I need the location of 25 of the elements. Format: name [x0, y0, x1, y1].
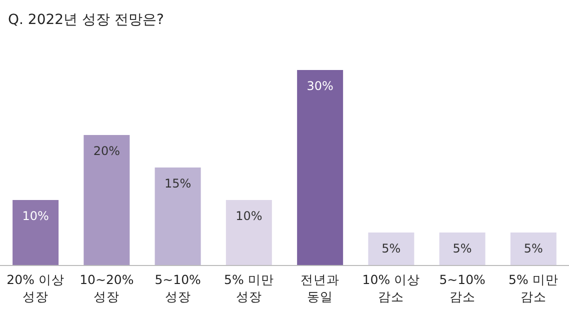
bar — [297, 70, 344, 265]
data-label: 5% — [524, 242, 543, 256]
data-label: 10% — [236, 209, 262, 223]
data-label: 20% — [93, 144, 120, 158]
bar — [368, 232, 414, 265]
x-tick-label: 5% 미만 성장 — [224, 272, 274, 304]
bar — [439, 232, 486, 265]
data-label: 5% — [382, 242, 401, 256]
x-tick-label: 20% 이상 성장 — [6, 272, 64, 304]
chart-title: Q. 2022년 성장 전망은? — [8, 12, 164, 28]
bar — [154, 168, 201, 265]
bar — [226, 200, 272, 265]
data-label: 5% — [452, 242, 472, 256]
x-tick-label: 5~10% 성장 — [154, 272, 202, 304]
data-label: 15% — [164, 176, 192, 190]
x-tick-label: 10% 이상 감소 — [362, 272, 420, 304]
bar — [510, 232, 556, 265]
data-label: 30% — [306, 79, 334, 93]
x-tick-label: 전년과 동일 — [300, 272, 340, 304]
x-tick-label: 5% 미만 감소 — [508, 272, 558, 304]
x-tick-label: 5~10% 감소 — [439, 272, 486, 304]
bar — [84, 135, 130, 265]
bar — [12, 200, 59, 265]
data-label: 10% — [22, 209, 49, 223]
x-tick-label: 10~20% 성장 — [80, 272, 134, 304]
